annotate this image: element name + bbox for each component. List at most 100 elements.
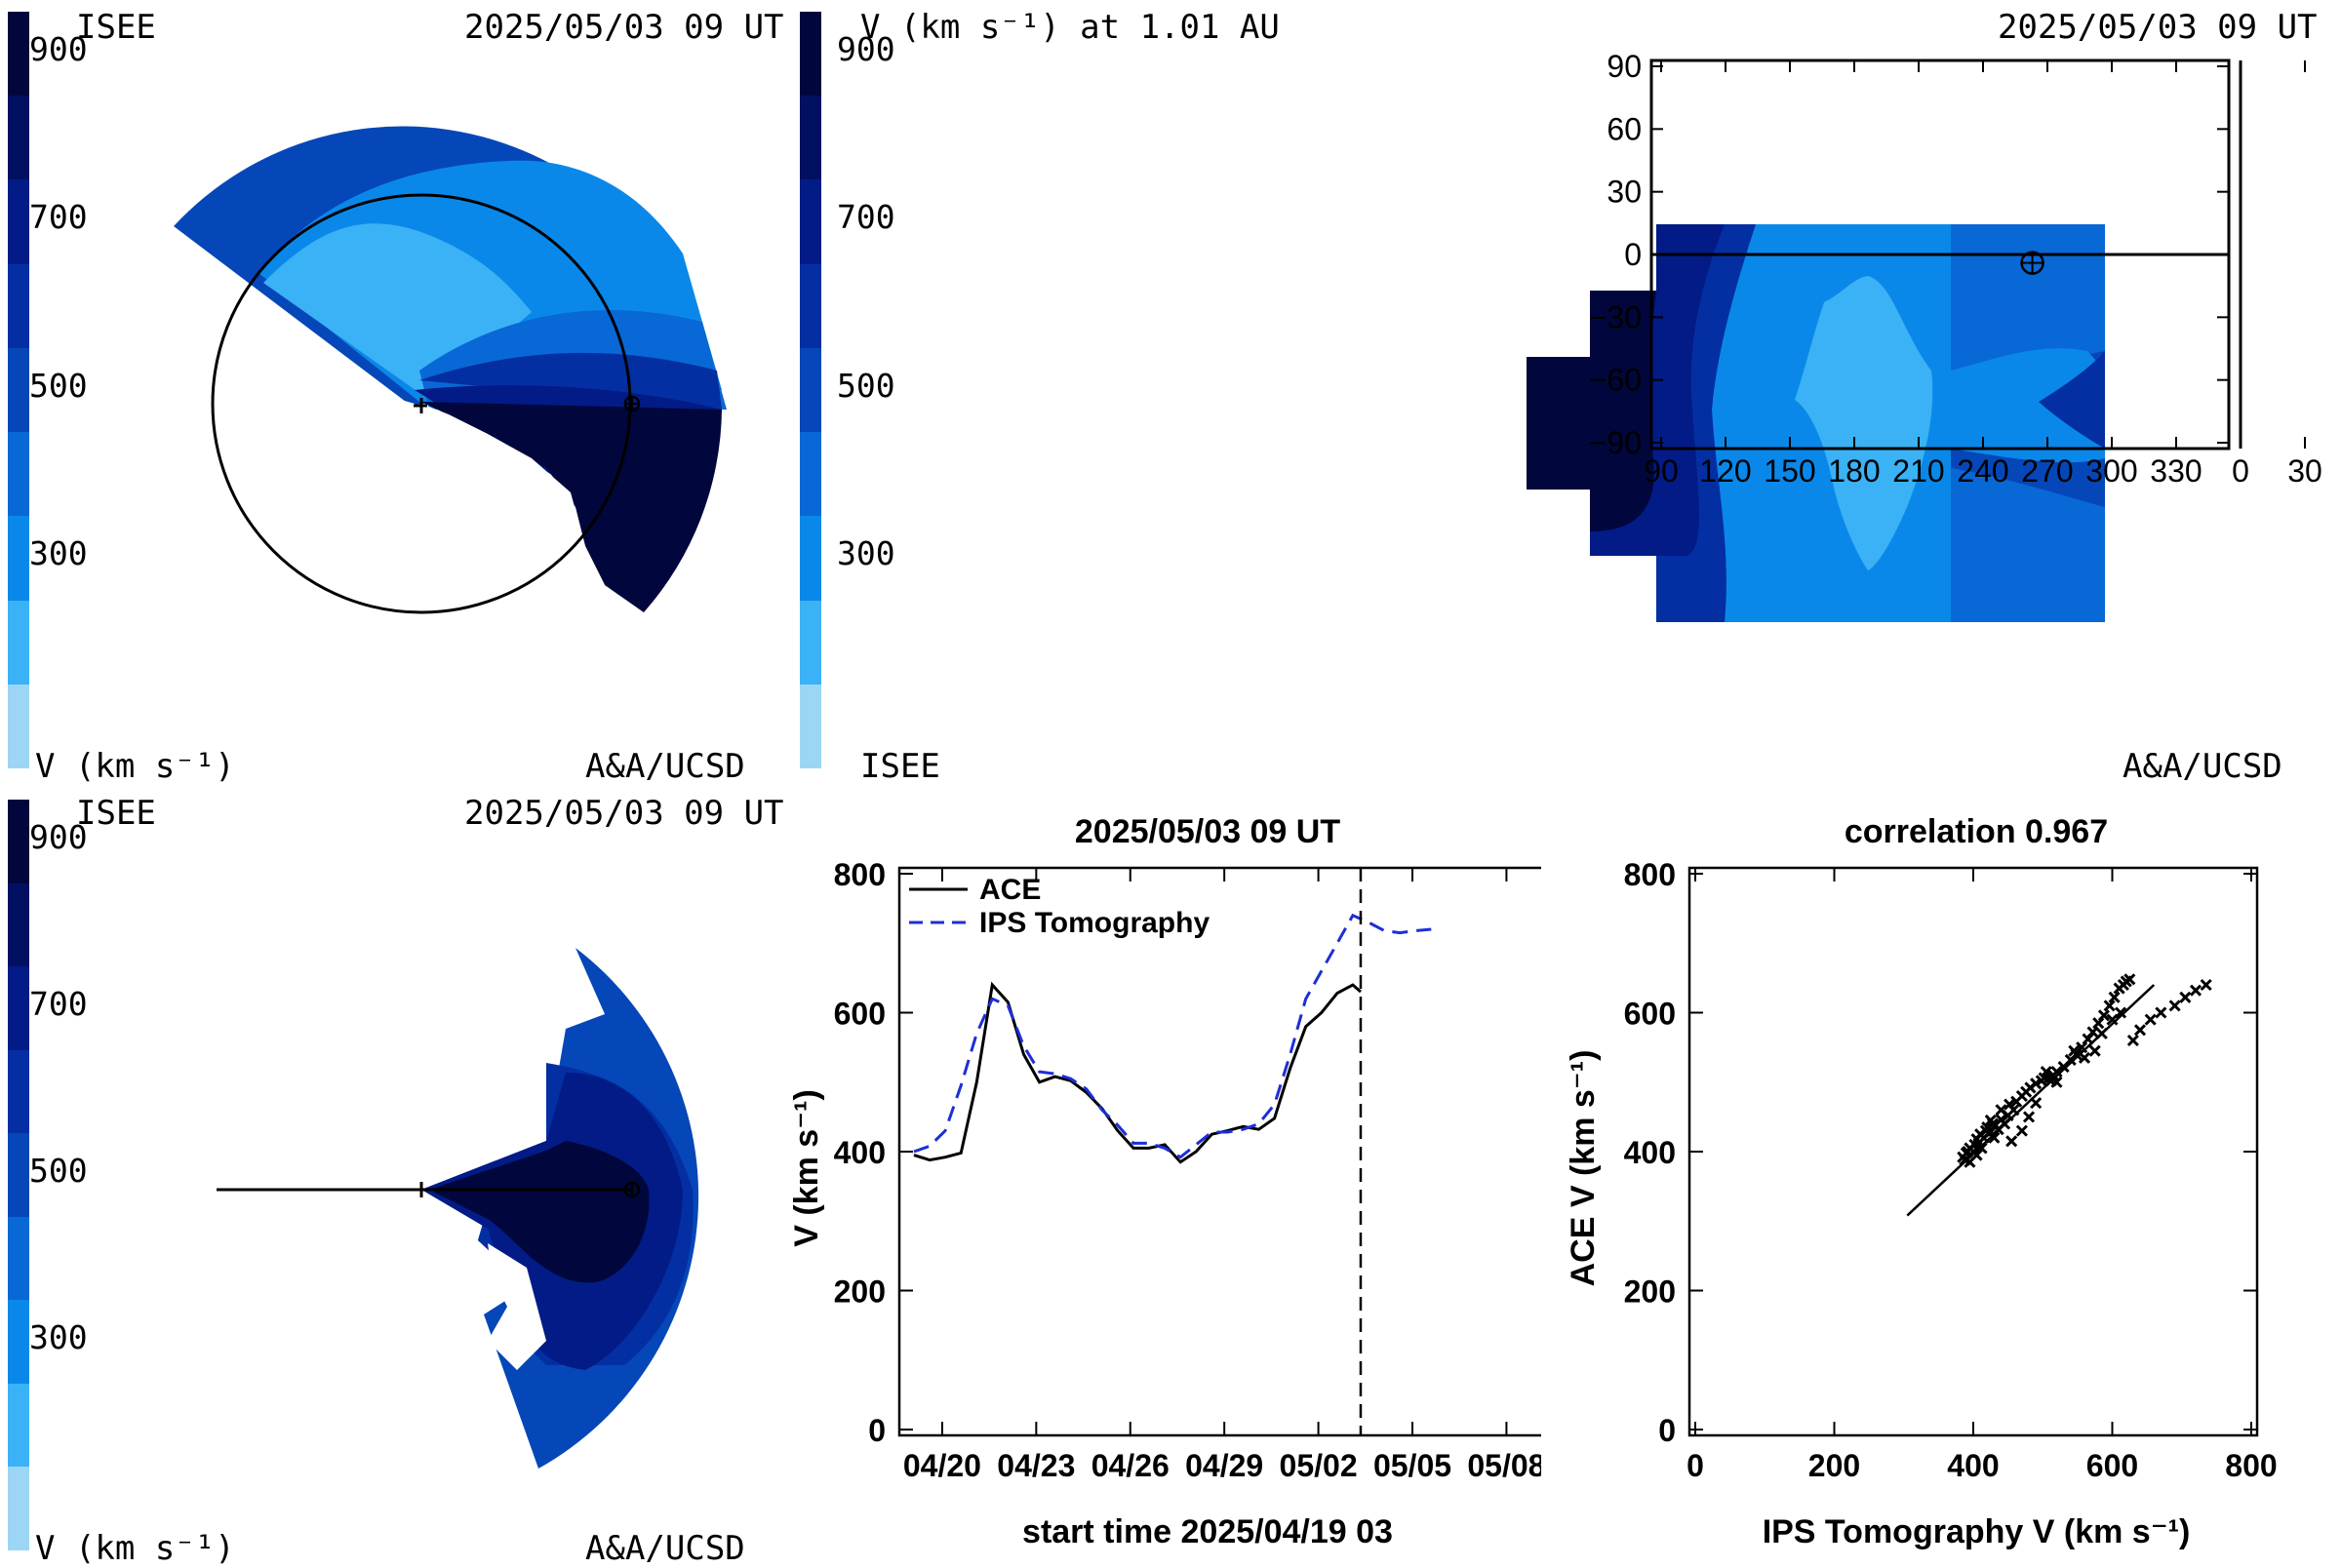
colorbar-right <box>800 12 821 768</box>
sc-point <box>2114 1006 2127 1019</box>
colorbar-step <box>8 96 29 180</box>
ts-x-tick-label: 04/29 <box>1185 1448 1263 1483</box>
sc-point <box>1988 1131 2001 1144</box>
colorbar-tick-label: 900 <box>29 29 88 68</box>
sc-x-tick-label: 0 <box>1686 1448 1704 1483</box>
colorbar-tick-label: 300 <box>29 534 88 573</box>
sc-point <box>2123 973 2136 986</box>
map-axes: 90120150180210240270300330030609060300−3… <box>1589 49 2322 489</box>
map-credit-label: A&A/UCSD <box>2123 747 2282 786</box>
colorbar-step <box>8 347 29 433</box>
speed-region-900 <box>421 402 722 612</box>
no-data-region <box>421 404 605 585</box>
colorbar-tick-label: 500 <box>29 366 88 405</box>
sc-point <box>1959 1154 1971 1166</box>
colorbar-step <box>800 12 821 97</box>
sc-point <box>2068 1044 2081 1057</box>
sc-point <box>2030 1097 2043 1110</box>
colorbar-step <box>8 516 29 601</box>
sc-point <box>2015 1124 2028 1137</box>
colorbar-tick-label: 900 <box>29 817 88 856</box>
colorbar-tick-label: 300 <box>837 534 895 573</box>
map-x-tick-label: 0 <box>2232 453 2249 489</box>
map-y-tick-label: −90 <box>1589 425 1642 460</box>
sc-x-tick-label: 600 <box>2086 1448 2138 1483</box>
map-x-tick-label: 180 <box>1828 453 1880 489</box>
colorbar-tick-label: 500 <box>837 366 895 405</box>
colorbar-step <box>800 516 821 601</box>
time-series-chart: 2025/05/03 09 UT start time 2025/04/19 0… <box>788 813 1541 1550</box>
colorbar-step <box>800 179 821 264</box>
credit-label: A&A/UCSD <box>585 747 745 786</box>
polar-ecliptic-map <box>156 126 727 614</box>
sc-y-tick-label: 800 <box>1624 857 1676 892</box>
colorbar-step <box>800 96 821 180</box>
map-speed-contours <box>1527 222 2105 622</box>
colorbar-step <box>8 1133 29 1217</box>
sc-point <box>2050 1066 2063 1078</box>
colorbar-step <box>8 1216 29 1301</box>
sc-point <box>2003 1098 2016 1111</box>
ts-x-tick-label: 04/26 <box>1091 1448 1170 1483</box>
sc-point <box>1984 1114 1997 1126</box>
scatter-ylabel: ACE V (km s⁻¹) <box>1565 1050 1602 1287</box>
colorbar-tick-label: 700 <box>837 198 895 237</box>
sc-y-tick-label: 400 <box>1624 1135 1676 1170</box>
colorbar-step <box>800 684 821 768</box>
ts-y-tick-label: 600 <box>834 997 886 1032</box>
map-x-tick-label: 210 <box>1892 453 1944 489</box>
sc-point <box>2144 1013 2157 1026</box>
ts-series-line <box>913 981 1362 1164</box>
colorbar-step <box>800 600 821 685</box>
sc-point <box>2133 1024 2147 1037</box>
map-y-tick-label: 30 <box>1607 175 1642 210</box>
sc-point <box>2088 1044 2101 1057</box>
time-series-ylabel: V (km s⁻¹) <box>788 1089 825 1247</box>
sc-point <box>2103 1000 2116 1012</box>
colorbar-step <box>800 347 821 433</box>
map-x-tick-label: 330 <box>2150 453 2202 489</box>
sc-y-tick-label: 600 <box>1624 997 1676 1032</box>
colorbar-tick-label: 700 <box>29 198 88 237</box>
colorbar-step <box>8 1467 29 1550</box>
colorbar-step <box>8 432 29 517</box>
colorbar-step <box>800 432 821 517</box>
sc-point <box>2126 1034 2139 1047</box>
time-series-plot: 0 200 400 600 800 04/20 04/23 04/26 04/29 05/02 05… <box>834 857 1541 1483</box>
ts-y-tick-label: 800 <box>834 857 886 892</box>
sc-point <box>2097 1009 2111 1022</box>
sc-point <box>2200 978 2212 992</box>
colorbar-tick-label: 900 <box>837 29 895 68</box>
sc-point <box>2189 984 2202 997</box>
map-x-tick-label: 240 <box>1957 453 2008 489</box>
colorbar-step <box>8 684 29 768</box>
map-x-tick-label: 300 <box>2085 453 2137 489</box>
map-x-tick-label: 90 <box>1644 453 1679 489</box>
meridional-map <box>217 948 699 1469</box>
ts-y-tick-label: 400 <box>834 1135 886 1170</box>
sc-point <box>2076 1041 2088 1054</box>
colorbar-step <box>8 179 29 264</box>
colorbar-step <box>8 1383 29 1468</box>
sc-point <box>2168 1000 2181 1012</box>
meridional-source-label: ISEE <box>76 794 156 833</box>
ts-legend-label: IPS Tomography <box>979 907 1210 939</box>
ts-y-tick-label: 200 <box>834 1274 886 1310</box>
colorbar-step <box>8 800 29 883</box>
scatter-plot: 0 200 400 600 800 0 200 400 600 800 <box>1624 857 2278 1483</box>
colorbar-step <box>8 1300 29 1384</box>
meridional-speed-regions <box>421 948 699 1469</box>
map-x-tick-label: 120 <box>1699 453 1751 489</box>
panel-time-series: 2025/05/03 09 UT start time 2025/04/19 0… <box>780 780 1541 1560</box>
ts-y-tick-label: 0 <box>868 1413 886 1448</box>
map-x-tick-label: 150 <box>1764 453 1815 489</box>
map-y-tick-label: 60 <box>1607 111 1642 146</box>
ts-x-tick-label: 04/23 <box>997 1448 1075 1483</box>
map-date-label: 2025/05/03 09 UT <box>1998 8 2318 47</box>
time-series-title: 2025/05/03 09 UT <box>1075 813 1340 850</box>
sc-point <box>1995 1104 2007 1117</box>
solar-wind-speed-map <box>156 126 727 614</box>
sc-point <box>2095 1027 2108 1039</box>
sc-point <box>1975 1142 1988 1155</box>
sc-fit-line <box>1906 984 2156 1217</box>
